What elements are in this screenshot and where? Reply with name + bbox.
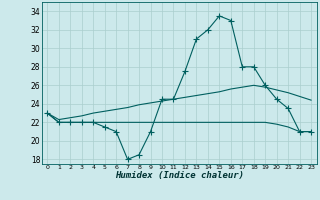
X-axis label: Humidex (Indice chaleur): Humidex (Indice chaleur) xyxy=(115,171,244,180)
